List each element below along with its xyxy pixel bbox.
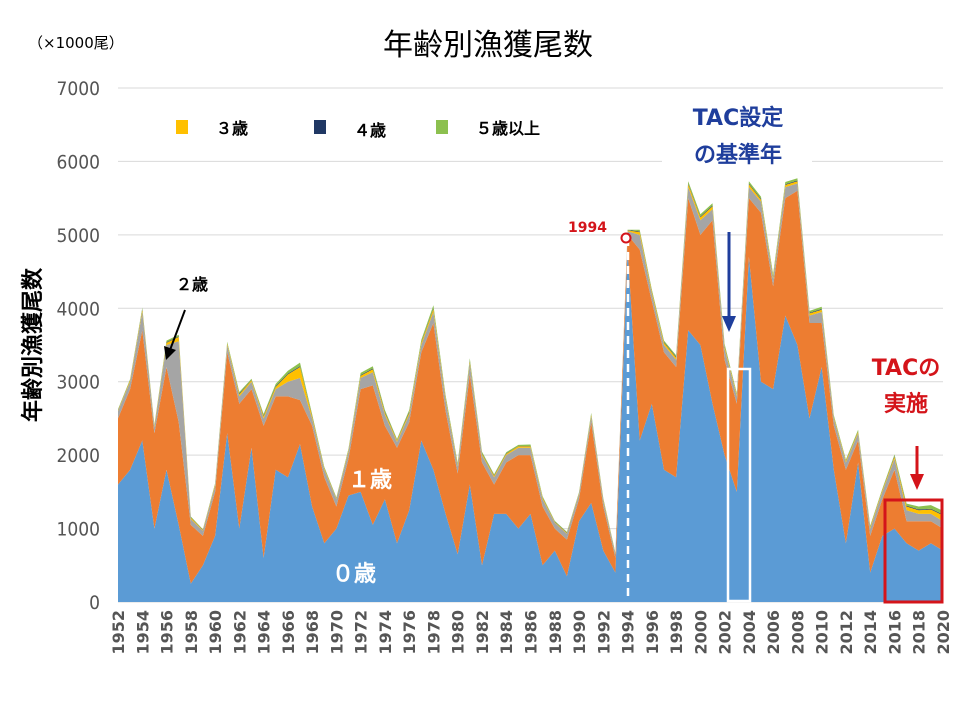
x-tick-label: 2018 — [910, 610, 929, 655]
y-axis-ticks: 0 1000 2000 3000 4000 5000 6000 7000 — [57, 78, 101, 614]
x-tick-label: 1966 — [279, 610, 298, 655]
tac-impl-line2: 実施 — [884, 391, 928, 417]
x-tick-label: 1968 — [303, 610, 322, 655]
chart-title: 年齢別漁獲尾数 — [383, 28, 593, 63]
x-tick-label: 2016 — [885, 610, 904, 655]
tac-base-line1: TAC設定 — [693, 105, 783, 131]
x-tick-label: 1986 — [522, 610, 541, 655]
x-tick-label: 1984 — [497, 610, 516, 655]
age2-label: ２歳 — [176, 275, 208, 294]
legend-label-age3: ３歳 — [216, 119, 248, 138]
x-tick-label: 1958 — [182, 610, 201, 655]
x-axis-ticks: 1952 1954 1956 1958 1960 1962 1964 1966 1968 1970… — [109, 610, 953, 655]
y-tick-label: 5000 — [57, 225, 101, 247]
x-tick-label: 1974 — [376, 610, 395, 655]
x-tick-label: 1996 — [643, 610, 662, 655]
x-tick-label: 2000 — [691, 610, 710, 655]
x-tick-label: 1956 — [158, 610, 177, 655]
legend: ３歳 ４歳 ５歳以上 — [176, 119, 540, 140]
x-tick-label: 2014 — [861, 610, 880, 655]
age1-label: １歳 — [348, 468, 392, 493]
x-tick-label: 1962 — [230, 610, 249, 655]
year-1994-marker — [620, 232, 632, 244]
y-tick-label: 6000 — [57, 151, 101, 173]
legend-swatch-age3 — [176, 120, 188, 134]
x-tick-label: 2002 — [716, 610, 735, 655]
x-tick-label: 1952 — [109, 610, 128, 655]
legend-label-age5plus: ５歳以上 — [476, 119, 540, 138]
x-tick-label: 1992 — [594, 610, 613, 655]
x-tick-label: 2020 — [934, 610, 953, 655]
x-tick-label: 1964 — [255, 610, 274, 655]
x-tick-label: 1988 — [546, 610, 565, 655]
x-tick-label: 1978 — [424, 610, 443, 655]
tac-impl-annotation: TACの 実施 — [872, 356, 944, 604]
legend-swatch-age4 — [314, 120, 326, 134]
stacked-areas — [118, 178, 943, 602]
age0-label: ０歳 — [332, 562, 376, 587]
area-series-1 — [118, 190, 943, 584]
x-tick-label: 2008 — [788, 610, 807, 655]
y-tick-label: 2000 — [57, 445, 101, 467]
unit-label: （×1000尾） — [28, 34, 124, 52]
x-tick-label: 1982 — [473, 610, 492, 655]
x-tick-label: 1970 — [327, 610, 346, 655]
x-tick-label: 2012 — [837, 610, 856, 655]
x-tick-label: 2006 — [764, 610, 783, 655]
y-tick-label: 3000 — [57, 372, 101, 394]
x-tick-label: 1994 — [619, 610, 638, 655]
tac-impl-box — [883, 498, 944, 604]
x-tick-label: 2004 — [740, 610, 759, 655]
tac-base-line2: の基準年 — [694, 142, 782, 168]
legend-swatch-age5plus — [436, 120, 448, 134]
x-tick-label: 1960 — [206, 610, 225, 655]
y-tick-label: 7000 — [57, 78, 101, 100]
y-tick-label: 0 — [89, 592, 100, 614]
x-tick-label: 1980 — [449, 610, 468, 655]
x-tick-label: 2010 — [813, 610, 832, 655]
tac-base-box — [726, 367, 752, 603]
x-tick-label: 1990 — [570, 610, 589, 655]
year-1994-label: 1994 — [568, 220, 607, 236]
legend-label-age4: ４歳 — [354, 121, 386, 140]
y-tick-label: 1000 — [57, 519, 101, 541]
area-series-0 — [118, 249, 943, 602]
x-tick-label: 1976 — [400, 610, 419, 655]
x-tick-label: 1998 — [667, 610, 686, 655]
y-axis-label: 年齢別漁獲尾数 — [20, 267, 46, 422]
tac-impl-line1: TACの — [872, 356, 940, 381]
age2-arrow — [164, 309, 186, 360]
tac-base-annotation: TAC設定 の基準年 — [662, 105, 812, 603]
x-tick-label: 1972 — [352, 610, 371, 655]
x-tick-label: 1954 — [133, 610, 152, 655]
y-tick-label: 4000 — [57, 298, 101, 320]
